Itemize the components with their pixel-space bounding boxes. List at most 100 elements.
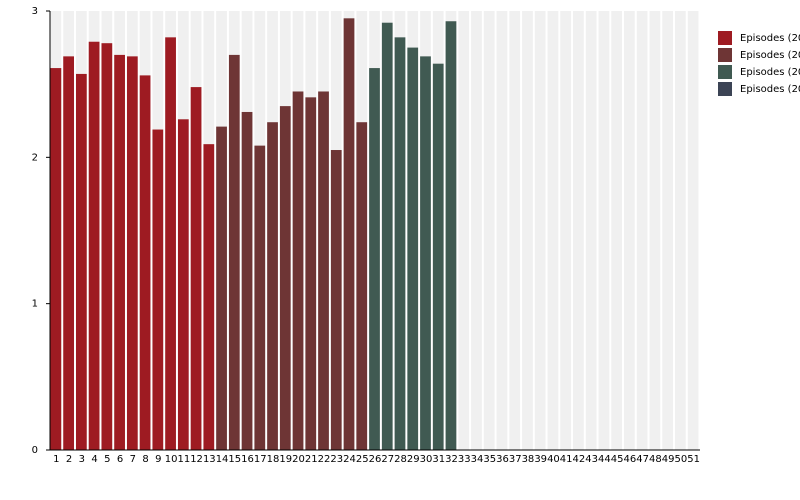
bar <box>356 122 368 451</box>
bar <box>114 54 125 451</box>
x-tick-label: 33 <box>458 454 471 465</box>
x-tick-label: 15 <box>228 454 241 465</box>
x-tick-label: 48 <box>649 454 662 465</box>
x-tick-label: 36 <box>496 454 509 465</box>
band-bg <box>522 11 533 450</box>
bar <box>177 119 189 450</box>
band-bg <box>662 11 674 450</box>
band-bg <box>509 11 521 450</box>
x-tick-label: 10 <box>165 454 178 465</box>
x-tick-label: 9 <box>155 454 161 465</box>
x-tick-label: 47 <box>636 454 649 465</box>
band-bg <box>496 11 508 450</box>
x-tick-label: 18 <box>267 454 280 465</box>
bar <box>203 144 215 450</box>
bar <box>318 91 329 450</box>
x-tick-label: 31 <box>432 454 445 465</box>
band-bg <box>573 11 584 450</box>
bar <box>267 122 278 451</box>
bar <box>445 21 457 450</box>
bar <box>420 56 431 450</box>
legend-swatch <box>718 65 732 79</box>
bar <box>139 75 151 451</box>
x-tick-label: 27 <box>381 454 394 465</box>
band-bg <box>598 11 610 450</box>
legend-label: Episodes (20 <box>740 50 800 61</box>
bar <box>394 37 406 451</box>
x-tick-label: 29 <box>407 454 420 465</box>
bar <box>241 111 253 450</box>
bar <box>381 22 393 451</box>
y-tick-label: 2 <box>32 152 38 163</box>
x-tick-label: 24 <box>343 454 356 465</box>
bar <box>63 56 74 450</box>
x-tick-label: 23 <box>330 454 343 465</box>
x-tick-label: 25 <box>356 454 369 465</box>
bar <box>292 91 304 450</box>
x-tick-label: 35 <box>483 454 496 465</box>
x-tick-label: 26 <box>369 454 382 465</box>
x-tick-label: 2 <box>66 454 72 465</box>
band-bg <box>611 11 623 450</box>
bar <box>228 54 240 451</box>
bar <box>101 43 113 451</box>
legend-swatch <box>718 48 732 62</box>
band-bg <box>560 11 572 450</box>
band-bg <box>585 11 597 450</box>
legend-label: Episodes (20 <box>740 84 800 95</box>
x-tick-label: 5 <box>104 454 110 465</box>
x-tick-label: 17 <box>254 454 267 465</box>
x-tick-label: 46 <box>624 454 637 465</box>
x-tick-label: 14 <box>216 454 229 465</box>
bar <box>126 56 138 450</box>
x-tick-label: 11 <box>177 454 190 465</box>
y-tick-label: 3 <box>32 6 38 17</box>
y-tick-label: 1 <box>32 299 38 310</box>
bar <box>190 87 202 451</box>
x-tick-label: 32 <box>445 454 458 465</box>
bar <box>50 68 62 450</box>
x-tick-label: 38 <box>522 454 535 465</box>
x-tick-label: 34 <box>471 454 484 465</box>
legend-swatch <box>718 82 732 96</box>
x-tick-label: 30 <box>420 454 433 465</box>
bar <box>165 37 176 451</box>
band-bg <box>547 11 559 450</box>
band-bg <box>649 11 661 450</box>
x-tick-label: 39 <box>534 454 547 465</box>
legend-swatch <box>718 31 732 45</box>
legend-label: Episodes (20 <box>740 67 800 78</box>
x-tick-label: 49 <box>662 454 675 465</box>
x-tick-label: 16 <box>241 454 254 465</box>
x-tick-label: 50 <box>675 454 688 465</box>
x-tick-label: 21 <box>305 454 318 465</box>
x-tick-label: 28 <box>394 454 407 465</box>
bar <box>216 126 227 450</box>
bar <box>88 41 100 450</box>
legend-label: Episodes (20 <box>740 33 800 44</box>
bar <box>407 47 419 450</box>
x-tick-label: 41 <box>560 454 573 465</box>
y-tick-label: 0 <box>32 445 38 456</box>
bar <box>152 129 164 450</box>
x-tick-label: 19 <box>279 454 292 465</box>
band-bg <box>471 11 482 450</box>
x-tick-label: 3 <box>79 454 85 465</box>
x-tick-label: 12 <box>190 454 203 465</box>
x-tick-label: 40 <box>547 454 560 465</box>
bar <box>432 63 444 451</box>
band-bg <box>687 11 699 450</box>
bar <box>330 150 342 450</box>
x-tick-label: 45 <box>611 454 624 465</box>
band-bg <box>458 11 470 450</box>
x-tick-label: 7 <box>130 454 136 465</box>
band-bg <box>534 11 546 450</box>
x-tick-label: 8 <box>142 454 148 465</box>
bar <box>369 68 380 450</box>
x-tick-label: 4 <box>91 454 97 465</box>
bar <box>279 106 291 450</box>
x-tick-label: 6 <box>117 454 123 465</box>
x-tick-label: 44 <box>598 454 611 465</box>
